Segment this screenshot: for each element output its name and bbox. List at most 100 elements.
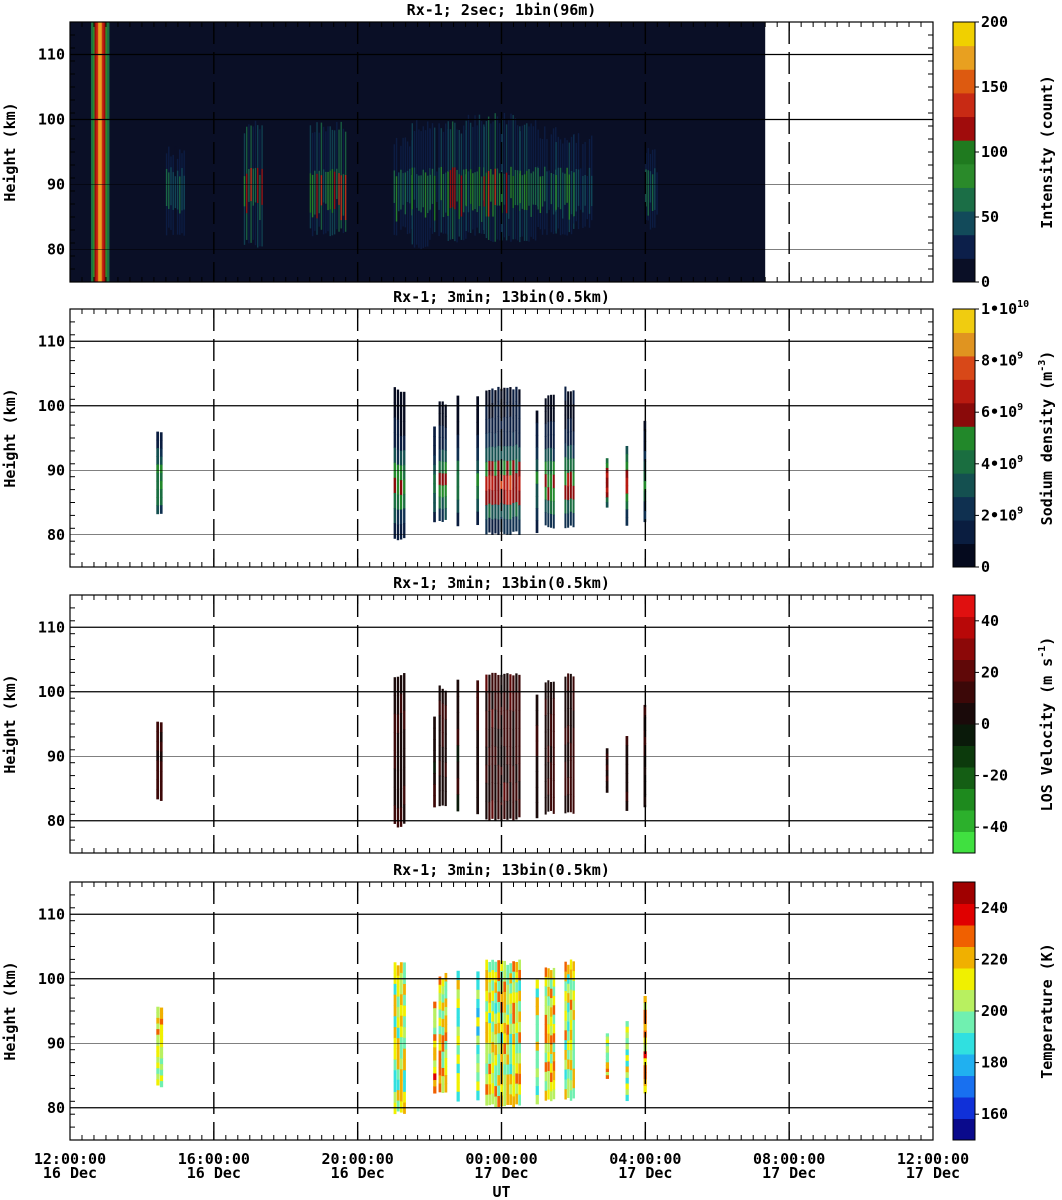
profile-cell [506,1035,509,1045]
profile-cell [457,1027,460,1037]
profile-cell [494,710,496,729]
profile-cell [497,461,499,476]
profile-cell [503,490,505,505]
profile-cell [547,461,549,475]
colorbar-swatch [953,767,975,789]
profile-cell [553,488,555,502]
profile-cell [512,1003,515,1014]
burst-core [248,169,249,202]
profile-cell [567,1012,569,1022]
panel-title: Rx-1; 3min; 13bin(0.5km) [393,288,610,306]
profile-cell [488,1033,491,1044]
profile-cell [518,433,520,448]
profile-cell [536,741,539,757]
profile-cell [160,1013,163,1019]
profile-cell [553,1033,555,1043]
profile-cell [550,461,552,475]
profile-cell [536,1033,539,1042]
profile-cell [497,960,500,971]
profile-cell [400,984,403,995]
profile-cell [403,406,405,421]
profile-cell [439,731,441,747]
profile-cell [397,405,399,421]
profile-cell [156,505,159,514]
colorbar-swatch [953,356,975,380]
profile-cell [512,1055,515,1066]
profile-cell [439,985,442,994]
profile-cell [626,1044,629,1050]
profile-cell [457,980,460,990]
profile-cell [550,421,552,435]
burst-core [334,172,335,209]
profile-cell [445,791,447,806]
profile-cell [550,1045,552,1055]
profile-cell [550,474,552,488]
profile-cell [573,486,575,500]
profile-cell [433,474,436,484]
colorbar-swatch [953,93,975,117]
profile-cell [512,1065,515,1076]
profile-cell [518,1095,521,1106]
profile-cell [433,427,436,437]
profile-cell [553,421,555,435]
profile-cell [433,739,436,751]
burst-core [466,169,467,206]
intensity-burst [310,122,347,236]
profile-cell [570,1000,572,1011]
profile-cell [545,1062,547,1072]
colorbar-tick-label: 40 [981,612,999,630]
profile-column [606,748,609,793]
profile-column [156,1007,163,1088]
profile-cell [518,1053,521,1064]
profile-cell [400,994,403,1005]
profile-cell [457,513,460,527]
profile-cell [512,712,514,731]
profile-cell [445,973,448,982]
profile-cell [156,1012,159,1018]
profile-cell [488,993,491,1004]
profile-cell [497,1086,500,1097]
profile-cell [400,1016,403,1027]
profile-cell [494,1055,497,1066]
profile-cell [606,502,609,507]
colorbar-swatch [953,882,975,904]
burst-core [573,172,574,216]
profile-cell [397,986,400,997]
profile-cell [488,711,490,730]
burst-core [454,167,455,209]
burst-core [488,171,489,217]
profile-cell [491,1052,494,1063]
profile-cell [515,1063,518,1074]
profile-cell [457,396,460,410]
profile-cell [503,504,505,519]
profile-cell [160,1041,163,1047]
profile-cell [457,729,460,746]
profile-column [156,722,162,801]
profile-cell [494,404,496,419]
profile-cell [394,695,396,714]
profile-cell [567,405,569,419]
profile-cell [606,781,609,787]
profile-cell [550,448,552,462]
burst-core [582,176,583,212]
profile-cell [442,994,445,1003]
profile-cell [567,795,569,813]
profile-cell [550,989,552,999]
profile-cell [491,1011,494,1022]
profile-cell [536,472,539,485]
profile-cell [400,1026,403,1037]
colorbar-swatch [953,403,975,427]
profile-cell [606,1059,609,1063]
profile-cell [606,748,609,754]
profile-cell [491,505,493,520]
profile-cell [156,1068,159,1074]
colorbar-tick-label: 4•109 [981,454,1023,473]
profile-cell [491,476,493,491]
profile-cell [515,444,517,459]
profile-cell [515,516,517,531]
profile-cell [497,1033,500,1044]
colorbar-tick-label: 6•109 [981,402,1023,421]
profile-cell [509,1094,512,1105]
profile-cell [494,993,497,1004]
y-tick-label: 90 [47,747,65,765]
